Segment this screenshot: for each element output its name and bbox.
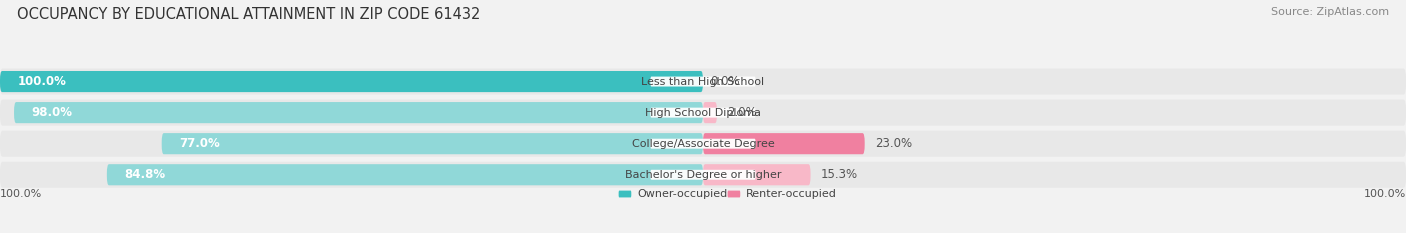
FancyBboxPatch shape [619, 191, 631, 197]
FancyBboxPatch shape [14, 102, 703, 123]
FancyBboxPatch shape [0, 69, 1406, 95]
Text: Owner-occupied: Owner-occupied [637, 189, 727, 199]
FancyBboxPatch shape [650, 108, 756, 118]
Text: OCCUPANCY BY EDUCATIONAL ATTAINMENT IN ZIP CODE 61432: OCCUPANCY BY EDUCATIONAL ATTAINMENT IN Z… [17, 7, 481, 22]
Text: 100.0%: 100.0% [1364, 189, 1406, 199]
Text: 23.0%: 23.0% [875, 137, 912, 150]
FancyBboxPatch shape [0, 162, 1406, 188]
Text: Renter-occupied: Renter-occupied [747, 189, 837, 199]
FancyBboxPatch shape [0, 71, 703, 92]
Text: 2.0%: 2.0% [728, 106, 758, 119]
Text: High School Diploma: High School Diploma [645, 108, 761, 118]
Text: 0.0%: 0.0% [710, 75, 740, 88]
Text: 100.0%: 100.0% [17, 75, 66, 88]
FancyBboxPatch shape [728, 191, 741, 197]
FancyBboxPatch shape [107, 164, 703, 185]
FancyBboxPatch shape [162, 133, 703, 154]
FancyBboxPatch shape [0, 99, 1406, 126]
FancyBboxPatch shape [703, 133, 865, 154]
FancyBboxPatch shape [650, 77, 756, 86]
FancyBboxPatch shape [0, 131, 1406, 157]
FancyBboxPatch shape [703, 164, 810, 185]
Text: Bachelor's Degree or higher: Bachelor's Degree or higher [624, 170, 782, 180]
Text: 100.0%: 100.0% [0, 189, 42, 199]
Text: 15.3%: 15.3% [821, 168, 858, 181]
FancyBboxPatch shape [650, 139, 756, 149]
Text: 84.8%: 84.8% [125, 168, 166, 181]
Text: 77.0%: 77.0% [180, 137, 219, 150]
Text: Less than High School: Less than High School [641, 77, 765, 86]
Text: College/Associate Degree: College/Associate Degree [631, 139, 775, 149]
Text: 98.0%: 98.0% [31, 106, 73, 119]
FancyBboxPatch shape [703, 102, 717, 123]
FancyBboxPatch shape [650, 170, 756, 180]
Text: Source: ZipAtlas.com: Source: ZipAtlas.com [1271, 7, 1389, 17]
